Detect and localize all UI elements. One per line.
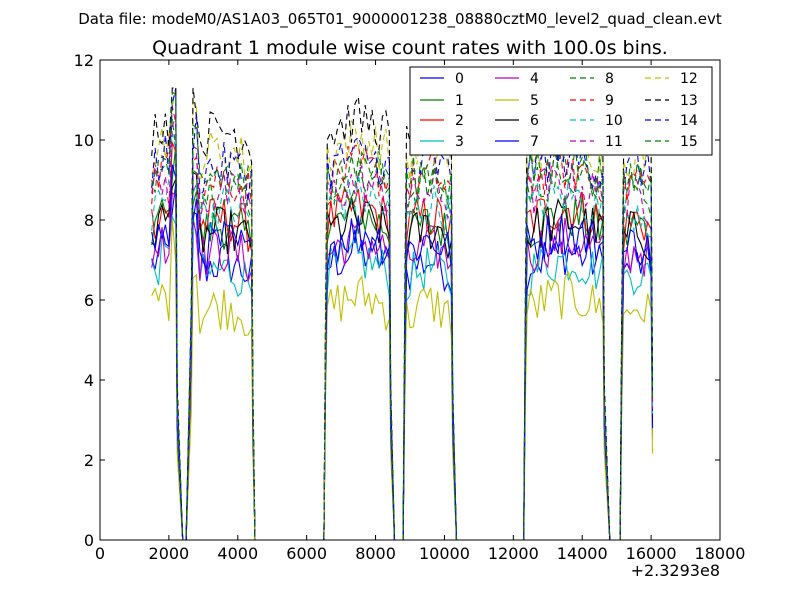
legend-label-9: 9 [605,93,614,109]
legend-label-13: 13 [680,93,698,109]
legend-label-12: 12 [680,71,698,87]
legend-label-11: 11 [605,134,623,150]
series-line-15 [151,91,654,541]
legend-label-1: 1 [455,93,464,109]
chart-title: Quadrant 1 module wise count rates with … [152,37,668,59]
legend-label-4: 4 [530,71,539,87]
x-tick-label: 2000 [149,544,190,563]
x-tick-label: 14000 [557,544,608,563]
y-tick-label: 8 [84,211,94,230]
legend-label-6: 6 [530,113,539,129]
legend-label-5: 5 [530,93,539,109]
series-line-10 [151,133,654,541]
legend-box [409,66,713,156]
y-tick-label: 0 [84,531,94,550]
series-layer [151,87,654,541]
y-tick-label: 2 [84,451,94,470]
legend-label-0: 0 [455,71,464,87]
x-tick-label: 8000 [355,544,396,563]
series-line-9 [151,106,654,541]
series-line-2 [151,142,654,541]
x-tick-label: 12000 [488,544,539,563]
x-tick-label: 18000 [695,544,746,563]
legend-label-7: 7 [530,134,539,150]
legend-label-2: 2 [455,113,464,129]
axis-ticks: 0 2000 4000 6000 8000 10000 12000 14000 16000 180… [74,51,746,563]
legend-label-3: 3 [455,134,464,150]
x-tick-label: 16000 [626,544,677,563]
x-tick-label: 0 [95,544,105,563]
legend-label-15: 15 [680,134,698,150]
legend-label-10: 10 [605,113,623,129]
y-tick-label: 10 [74,131,94,150]
x-tick-label: 10000 [419,544,470,563]
y-tick-label: 6 [84,291,94,310]
legend-label-8: 8 [605,71,614,87]
x-tick-label: 6000 [286,544,327,563]
series-line-14 [151,87,654,541]
y-tick-label: 4 [84,371,94,390]
legend-label-14: 14 [680,113,698,129]
series-line-5 [151,218,654,541]
series-line-1 [151,145,654,541]
series-line-13 [151,87,654,541]
suptitle: Data file: modeM0/AS1A03_065T01_90000012… [78,10,722,29]
y-tick-label: 12 [74,51,94,70]
x-offset-label: +2.3293e8 [631,561,720,580]
x-tick-label: 4000 [217,544,258,563]
